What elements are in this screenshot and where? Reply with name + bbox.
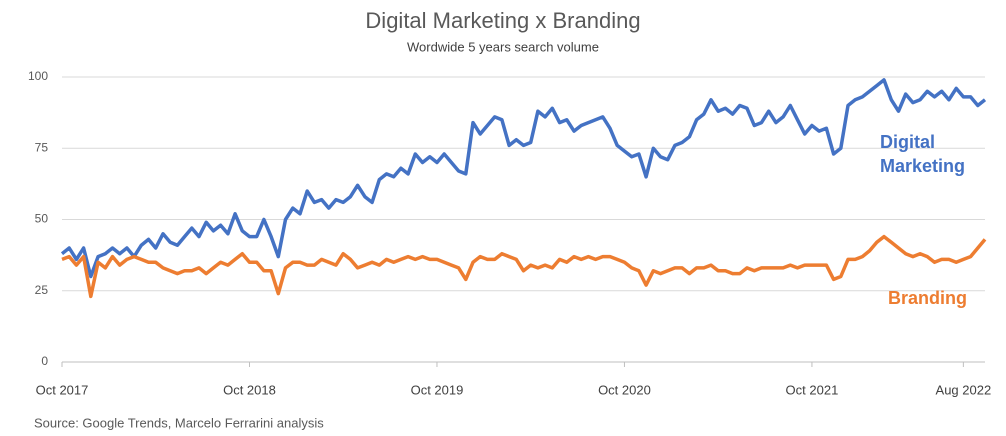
x-tick-label: Oct 2018 <box>223 382 276 397</box>
y-tick-label: 50 <box>35 212 49 226</box>
x-tick-label: Oct 2021 <box>786 382 839 397</box>
x-tick-label: Oct 2020 <box>598 382 651 397</box>
y-tick-label: 100 <box>28 69 48 83</box>
x-tick-label: Oct 2019 <box>411 382 464 397</box>
chart-title: Digital Marketing x Branding <box>365 8 640 33</box>
source-note: Source: Google Trends, Marcelo Ferrarini… <box>34 415 324 430</box>
y-tick-label: 0 <box>41 354 48 368</box>
y-tick-label: 25 <box>35 283 49 297</box>
x-tick-label: Aug 2022 <box>936 382 992 397</box>
x-tick-label: Oct 2017 <box>36 382 89 397</box>
chart-subtitle: Wordwide 5 years search volume <box>407 39 599 54</box>
series-line <box>60 78 987 279</box>
y-tick-label: 75 <box>35 140 49 154</box>
series-line <box>61 234 987 299</box>
series-label: Digital Marketing <box>880 132 966 176</box>
series-label: Branding <box>888 288 967 308</box>
